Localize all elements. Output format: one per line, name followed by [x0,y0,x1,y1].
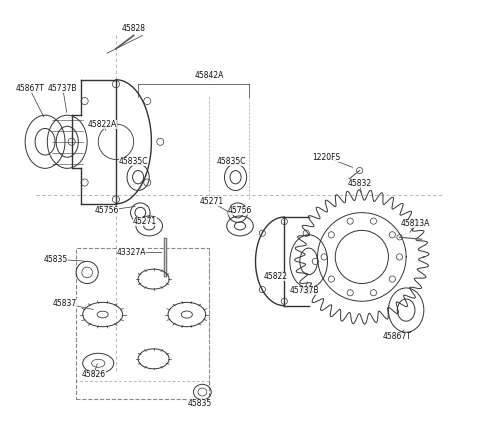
Text: 45822A: 45822A [88,120,117,128]
Text: 45842A: 45842A [194,71,224,80]
Text: 45822: 45822 [264,272,288,281]
Text: 45271: 45271 [199,197,223,206]
Text: 45867T: 45867T [15,84,44,93]
Text: 45826: 45826 [82,370,106,379]
Text: 45813A: 45813A [400,219,430,228]
Text: 45835C: 45835C [119,157,148,166]
Text: 45737B: 45737B [289,286,319,295]
Text: 45832: 45832 [348,179,372,188]
Text: 45835: 45835 [188,399,212,408]
Text: 45837: 45837 [53,299,77,308]
Text: 45867T: 45867T [383,332,412,341]
Bar [76,248,209,399]
Text: 45737B: 45737B [48,84,78,93]
Text: 45828: 45828 [122,24,146,33]
Text: 45756: 45756 [228,206,252,215]
Text: 45835C: 45835C [216,157,246,166]
Text: 45756: 45756 [95,206,120,215]
Text: 45271: 45271 [132,217,157,226]
Text: 43327A: 43327A [117,248,146,257]
Text: 45835: 45835 [44,255,68,264]
Text: 1220FS: 1220FS [312,153,340,162]
